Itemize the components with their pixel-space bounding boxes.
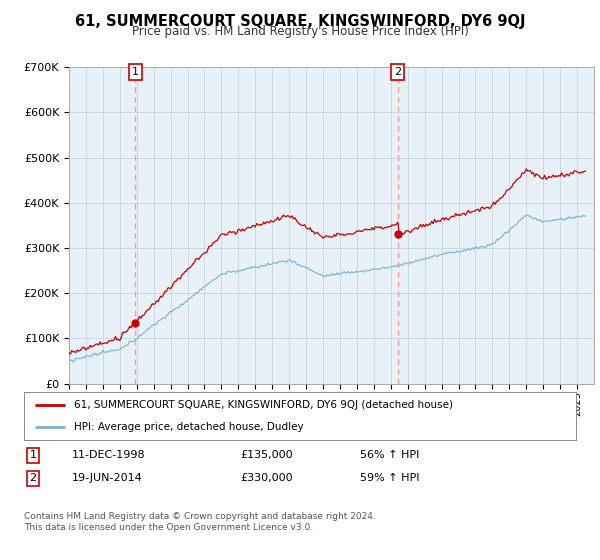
Text: 2: 2 — [394, 67, 401, 77]
Text: 61, SUMMERCOURT SQUARE, KINGSWINFORD, DY6 9QJ: 61, SUMMERCOURT SQUARE, KINGSWINFORD, DY… — [75, 14, 525, 29]
Text: 19-JUN-2014: 19-JUN-2014 — [72, 473, 143, 483]
Text: Contains HM Land Registry data © Crown copyright and database right 2024.
This d: Contains HM Land Registry data © Crown c… — [24, 512, 376, 532]
Text: £135,000: £135,000 — [240, 450, 293, 460]
Text: 59% ↑ HPI: 59% ↑ HPI — [360, 473, 419, 483]
Text: Price paid vs. HM Land Registry's House Price Index (HPI): Price paid vs. HM Land Registry's House … — [131, 25, 469, 38]
Text: HPI: Average price, detached house, Dudley: HPI: Average price, detached house, Dudl… — [74, 422, 304, 432]
Text: 61, SUMMERCOURT SQUARE, KINGSWINFORD, DY6 9QJ (detached house): 61, SUMMERCOURT SQUARE, KINGSWINFORD, DY… — [74, 400, 452, 410]
Text: 2: 2 — [29, 473, 37, 483]
Text: £330,000: £330,000 — [240, 473, 293, 483]
Text: 11-DEC-1998: 11-DEC-1998 — [72, 450, 146, 460]
Text: 56% ↑ HPI: 56% ↑ HPI — [360, 450, 419, 460]
Text: 1: 1 — [132, 67, 139, 77]
Text: 1: 1 — [29, 450, 37, 460]
